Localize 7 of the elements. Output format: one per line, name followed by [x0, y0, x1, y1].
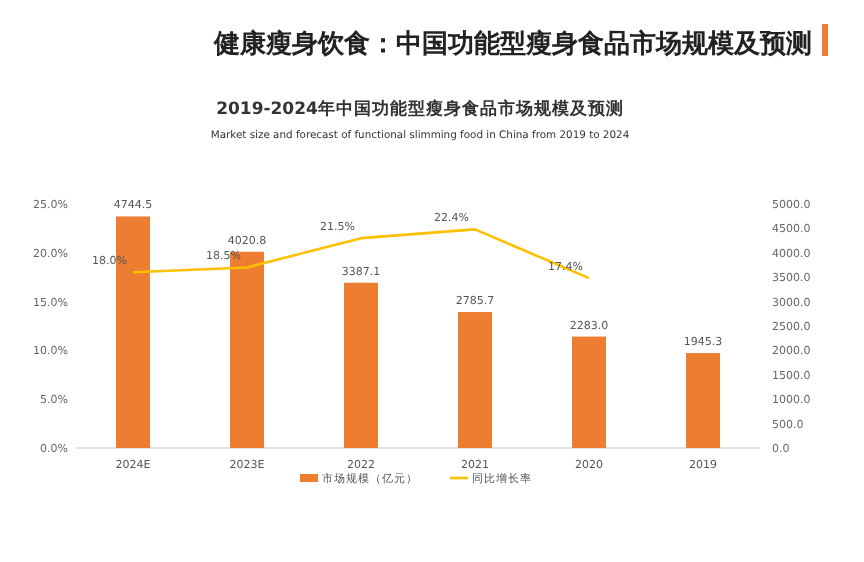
line-series — [131, 228, 591, 280]
bar — [458, 312, 492, 448]
bar — [344, 282, 378, 448]
chart-subtitle: 2019-2024年中国功能型瘦身食品市场规模及预测 — [216, 98, 624, 120]
chart-title: 健康瘦身饮食：中国功能型瘦身食品市场规模及预测 — [212, 28, 812, 60]
bar — [572, 336, 606, 448]
bar — [686, 353, 720, 448]
